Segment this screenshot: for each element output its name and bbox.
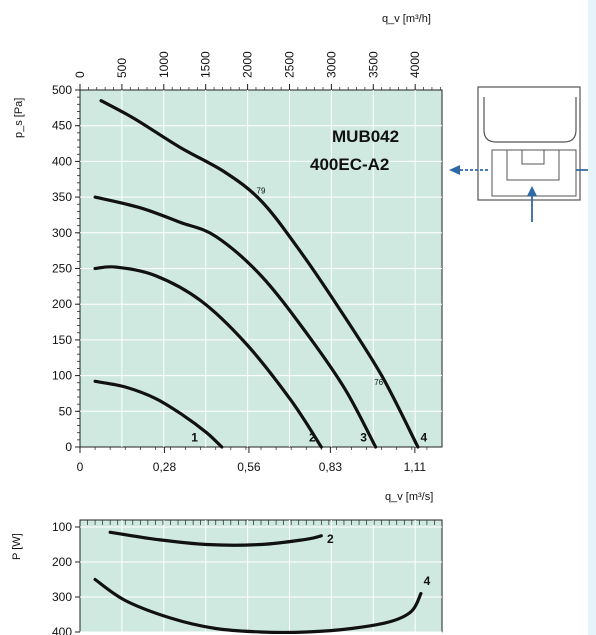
page-edge-strip (588, 0, 596, 635)
x-tick-label: 1,11 (404, 460, 427, 474)
top-tick-label: 0 (73, 71, 87, 78)
curve-label: 3 (360, 430, 367, 444)
power-series-line-4 (93, 577, 423, 635)
top-tick-label: 3500 (366, 51, 380, 78)
top-axis-title: q_v [m³/h] (382, 13, 431, 25)
main-y-axis: 0 50 100 150 200 250 300 350 400 450 500 (52, 83, 80, 454)
outlet-arrow-head-icon (449, 165, 460, 175)
model-line-1: MUB042 (332, 127, 399, 146)
series-line-1 (93, 379, 224, 449)
main-top-axis: 0 500 1000 1500 2000 2500 3000 3500 4000 (73, 51, 441, 90)
curve-label: 4 (421, 430, 428, 444)
efficiency-label: 79 (257, 187, 266, 196)
installation-diagram (449, 86, 588, 222)
y-tick-label: 350 (52, 190, 72, 204)
top-tick-label: 500 (115, 58, 129, 78)
main-x-axis-title: q_v [m³/s] (385, 491, 433, 503)
top-tick-label: 1500 (199, 51, 213, 78)
top-tick-label: 2000 (241, 51, 255, 78)
top-tick-label: 3000 (324, 51, 338, 78)
power-annotations: 24 (327, 532, 431, 588)
curve-label: 1 (191, 430, 198, 444)
x-tick-label: 0,56 (237, 460, 261, 474)
top-tick-label: 2500 (282, 51, 296, 78)
y-tick-label: 500 (52, 83, 72, 97)
power-curve-label: 2 (327, 532, 334, 546)
power-y-axis: 100 200 300 400 (52, 520, 443, 635)
model-line-2: 400EC-A2 (310, 155, 389, 174)
power-y-tick-label: 100 (52, 520, 72, 534)
y-tick-label: 300 (52, 226, 72, 240)
main-annotations: 1 2 3 4 79 76 (191, 187, 427, 445)
power-grid (80, 520, 442, 633)
series-line-2 (93, 265, 323, 449)
y-tick-label: 200 (52, 297, 72, 311)
main-x-axis: 0 0,28 0,56 0,83 1,11 (77, 447, 428, 474)
power-curve-label: 4 (424, 574, 431, 588)
diagram-motor (521, 149, 545, 165)
y-tick-label: 450 (52, 119, 72, 133)
x-tick-label: 0 (77, 460, 84, 474)
diagram-housing (483, 97, 577, 143)
main-y-axis-title: p_s [Pa] (13, 98, 25, 138)
top-tick-label: 4000 (408, 51, 422, 78)
y-tick-label: 100 (52, 369, 72, 383)
y-tick-label: 150 (52, 333, 72, 347)
curve-label: 2 (309, 430, 316, 444)
top-tick-label: 1000 (157, 51, 171, 78)
x-tick-label: 0,83 (319, 460, 343, 474)
y-tick-label: 0 (65, 440, 72, 454)
inlet-arrow-head-icon (527, 186, 537, 196)
power-y-axis-title: P [W] (11, 533, 23, 560)
power-y-tick-label: 200 (52, 555, 72, 569)
y-tick-label: 250 (52, 262, 72, 276)
power-y-tick-label: 300 (52, 590, 72, 604)
y-tick-label: 400 (52, 154, 72, 168)
power-y-tick-label: 400 (52, 625, 72, 635)
diagram-frame (477, 86, 581, 201)
x-tick-label: 0,28 (153, 460, 177, 474)
efficiency-label: 76 (374, 378, 383, 387)
power-series-line-2 (108, 530, 323, 547)
main-series (93, 99, 420, 449)
power-series (93, 530, 423, 635)
series-line-3 (93, 195, 378, 449)
series-line-4 (99, 99, 420, 449)
y-tick-label: 50 (59, 404, 73, 418)
